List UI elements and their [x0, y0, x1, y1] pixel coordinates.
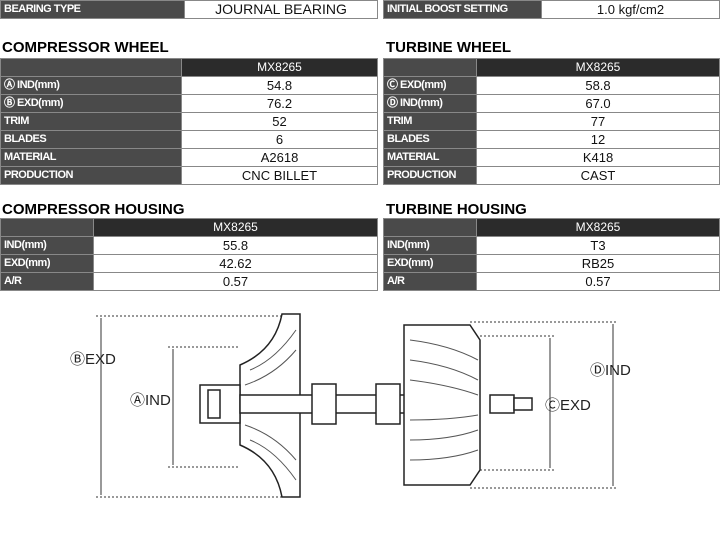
compressor-wheel-drawing — [199, 313, 533, 498]
bearing-type-value: JOURNAL BEARING — [184, 0, 378, 19]
row-value: CAST — [476, 166, 720, 185]
model-header: MX8265 — [181, 58, 378, 77]
d-ind-label: ⒹIND — [590, 362, 631, 379]
table-row: Ⓑ EXD(mm) 76.2 — [0, 94, 378, 113]
table-row: PRODUCTION CNC BILLET — [0, 166, 378, 185]
row-label: A/R — [0, 272, 94, 291]
row-value: 12 — [476, 130, 720, 149]
turbine-wheel-title: TURBINE WHEEL — [386, 39, 511, 56]
row-label: MATERIAL — [0, 148, 182, 167]
row-value: CNC BILLET — [181, 166, 378, 185]
a-ind-label: ⒶIND — [130, 392, 171, 409]
model-header: MX8265 — [93, 218, 378, 237]
row-value: 0.57 — [476, 272, 720, 291]
row-label: PRODUCTION — [0, 166, 182, 185]
compressor-wheel-table: MX8265 Ⓐ IND(mm) 54.8 Ⓑ EXD(mm) 76.2 TRIM 52 BL… — [0, 58, 378, 185]
header-blank — [383, 58, 477, 77]
row-value: 58.8 — [476, 76, 720, 95]
model-header: MX8265 — [476, 58, 720, 77]
compressor-housing-table: MX8265 IND(mm) 55.8 EXD(mm) 42.62 A/R 0.57 — [0, 218, 378, 291]
table-row: A/R 0.57 — [383, 272, 720, 291]
row-label: Ⓓ IND(mm) — [383, 94, 477, 113]
row-value: 55.8 — [93, 236, 378, 255]
row-label: EXD(mm) — [0, 254, 94, 273]
table-row: TRIM 77 — [383, 112, 720, 131]
table-row: BLADES 12 — [383, 130, 720, 149]
row-label: Ⓐ IND(mm) — [0, 76, 182, 95]
c-exd-label: ⒸEXD — [545, 397, 591, 414]
compressor-housing-title: COMPRESSOR HOUSING — [2, 201, 185, 218]
row-label: BLADES — [383, 130, 477, 149]
row-label: IND(mm) — [0, 236, 94, 255]
row-value: 67.0 — [476, 94, 720, 113]
row-label: MATERIAL — [383, 148, 477, 167]
table-row: PRODUCTION CAST — [383, 166, 720, 185]
row-label: Ⓑ EXD(mm) — [0, 94, 182, 113]
row-label: TRIM — [0, 112, 182, 131]
turbine-housing-title: TURBINE HOUSING — [386, 201, 527, 218]
header-blank — [0, 58, 182, 77]
row-value: 77 — [476, 112, 720, 131]
boost-value: 1.0 kgf/cm2 — [541, 0, 720, 19]
row-label: Ⓒ EXD(mm) — [383, 76, 477, 95]
table-row: BLADES 6 — [0, 130, 378, 149]
compressor-wheel-title: COMPRESSOR WHEEL — [2, 39, 169, 56]
row-label: BLADES — [0, 130, 182, 149]
turbine-housing-table: MX8265 IND(mm) T3 EXD(mm) RB25 A/R 0.57 — [383, 218, 720, 291]
blade-lines — [244, 329, 479, 481]
table-row: A/R 0.57 — [0, 272, 378, 291]
row-value: 6 — [181, 130, 378, 149]
bearing-type-table: BEARING TYPE JOURNAL BEARING — [0, 0, 378, 19]
boost-table: INITIAL BOOST SETTING 1.0 kgf/cm2 — [383, 0, 720, 19]
b-exd-label: ⒷEXD — [70, 351, 116, 368]
boost-label: INITIAL BOOST SETTING — [383, 0, 542, 19]
table-row: MATERIAL K418 — [383, 148, 720, 167]
row-value: K418 — [476, 148, 720, 167]
row-value: 42.62 — [93, 254, 378, 273]
table-row: Ⓒ EXD(mm) 58.8 — [383, 76, 720, 95]
table-row: IND(mm) 55.8 — [0, 236, 378, 255]
row-value: RB25 — [476, 254, 720, 273]
bearing-type-label: BEARING TYPE — [0, 0, 185, 19]
turbine-wheel-table: MX8265 Ⓒ EXD(mm) 58.8 Ⓓ IND(mm) 67.0 TRIM 77 BL… — [383, 58, 720, 185]
table-row: TRIM 52 — [0, 112, 378, 131]
row-label: A/R — [383, 272, 477, 291]
table-row: Ⓓ IND(mm) 67.0 — [383, 94, 720, 113]
table-row: MATERIAL A2618 — [0, 148, 378, 167]
row-label: PRODUCTION — [383, 166, 477, 185]
table-row: EXD(mm) 42.62 — [0, 254, 378, 273]
row-value: 0.57 — [93, 272, 378, 291]
